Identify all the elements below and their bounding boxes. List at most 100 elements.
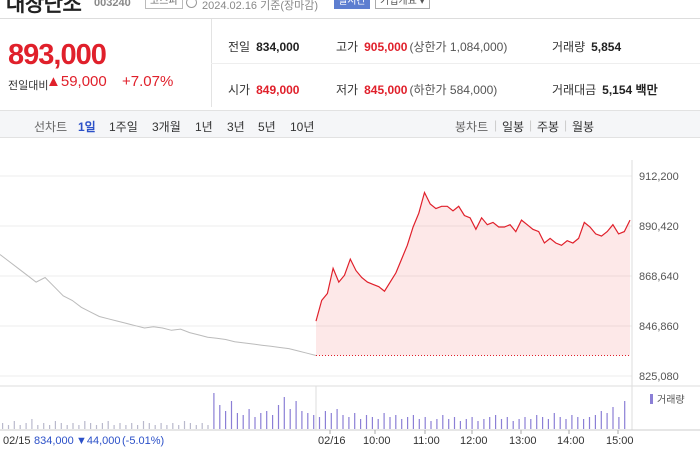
- stock-name: 대창단조: [6, 0, 82, 16]
- stat-label: 저가: [336, 83, 359, 97]
- volume-bar: [583, 419, 585, 429]
- volume-bar: [119, 423, 121, 429]
- x-tick-label: 12:00: [460, 435, 488, 447]
- volume-bar: [230, 401, 233, 429]
- volume-bar: [524, 417, 526, 429]
- x-tick-label: 13:00: [509, 435, 537, 447]
- period-5y[interactable]: 5년: [258, 120, 276, 134]
- volume-bar: [248, 409, 250, 429]
- y-tick-label: 868,640: [639, 271, 679, 283]
- volume-bar: [430, 421, 432, 429]
- volume-bar: [283, 397, 285, 429]
- quote-box: 893,000 전일대비 ▲59,000 +7.07% 전일 834,000 고가…: [0, 18, 700, 107]
- volume-bar: [365, 415, 368, 429]
- lower-limit: (하한가 584,000): [409, 83, 498, 97]
- stat-low: 저가 845,000 (하한가 584,000): [336, 81, 497, 98]
- volume-bar: [330, 413, 332, 429]
- stat-value: 849,000: [256, 83, 300, 97]
- volume-bar: [624, 401, 626, 429]
- period-1y[interactable]: 1년: [195, 120, 213, 134]
- volume-bar: [495, 415, 497, 429]
- volume-bar: [477, 421, 479, 429]
- volume-bar: [500, 419, 503, 429]
- volume-bar: [13, 421, 15, 429]
- volume-bar: [272, 415, 274, 429]
- y-tick-label: 890,420: [639, 221, 679, 233]
- volume-bar: [289, 409, 291, 429]
- period-10y[interactable]: 10년: [290, 120, 315, 134]
- volume-bar: [172, 423, 174, 429]
- volume-bar: [536, 415, 538, 429]
- period-3y[interactable]: 3년: [227, 120, 245, 134]
- x-tick-label: 15:00: [606, 435, 634, 447]
- x-tick-label: 10:00: [363, 435, 391, 447]
- stat-open: 시가 849,000: [228, 81, 299, 98]
- x-tick-label: 11:00: [413, 435, 440, 447]
- volume-bar: [189, 423, 191, 429]
- volume-bar: [43, 423, 45, 429]
- volume-bar: [219, 405, 221, 429]
- clock-icon: [186, 0, 197, 8]
- volume-bar: [166, 425, 168, 429]
- volume-bar: [84, 421, 86, 429]
- stat-label: 고가: [336, 40, 359, 54]
- volume-bar: [418, 419, 420, 429]
- volume-bar: [90, 423, 92, 429]
- volume-bar: [307, 413, 309, 429]
- volume-bar: [612, 407, 614, 429]
- volume-bar: [183, 421, 186, 429]
- candle-weekly[interactable]: 주봉: [537, 120, 560, 134]
- volume-bar: [442, 415, 444, 429]
- volume-bar: [318, 417, 321, 429]
- y-tick-label: 846,860: [639, 321, 679, 333]
- period-1w[interactable]: 1주일: [109, 120, 138, 134]
- volume-bar: [395, 415, 397, 429]
- volume-bar: [401, 419, 403, 429]
- volume-bar: [78, 425, 80, 429]
- volume-bar: [37, 425, 39, 429]
- period-3m[interactable]: 3개월: [152, 120, 181, 134]
- volume-bar: [553, 413, 555, 429]
- divider: |: [529, 118, 533, 132]
- volume-bar: [66, 425, 68, 429]
- realtime-button[interactable]: 실시간: [334, 0, 370, 9]
- divider: |: [564, 118, 568, 132]
- volume-bar: [600, 411, 602, 429]
- y-axis-labels: 912,200 890,420 868,640 846,860 825,080: [639, 171, 679, 383]
- volume-bar: [606, 413, 608, 429]
- divider: [211, 63, 700, 64]
- volume-bar: [113, 425, 115, 429]
- candle-chart-label: 봉차트: [455, 120, 489, 134]
- stat-amount: 거래대금 5,154 백만: [552, 81, 658, 98]
- volume-bar: [178, 425, 180, 429]
- volume-bar: [148, 423, 150, 429]
- volume-bar: [354, 413, 356, 429]
- volume-bar: [25, 423, 27, 429]
- stat-value: 834,000: [256, 40, 300, 54]
- volume-bar: [371, 417, 373, 429]
- y-tick-label: 825,080: [639, 371, 679, 383]
- stat-high: 고가 905,000 (상한가 1,084,000): [336, 38, 507, 55]
- volume-bar: [324, 411, 326, 429]
- volume-bar: [412, 415, 414, 429]
- volume-bar: [424, 417, 426, 429]
- upper-limit: (상한가 1,084,000): [409, 40, 508, 54]
- chart-grid: [0, 160, 700, 431]
- x-tick-label: 02/16: [318, 435, 346, 447]
- volume-bar: [2, 423, 4, 429]
- volume-bar: [506, 417, 508, 429]
- volume-bar: [54, 421, 56, 429]
- stat-value: 5,854: [591, 40, 622, 54]
- period-1d[interactable]: 1일: [78, 120, 96, 134]
- volume-bar: [154, 425, 156, 429]
- volume-bar: [313, 415, 315, 429]
- volume-bar: [453, 417, 456, 429]
- candle-daily[interactable]: 일봉: [502, 120, 525, 134]
- change-amount: ▲59,000: [46, 73, 107, 90]
- company-info-button[interactable]: 기업개요 ▾: [375, 0, 430, 9]
- volume-bar: [588, 417, 591, 429]
- candle-monthly[interactable]: 월봉: [572, 120, 595, 134]
- stat-volume: 거래량 5,854: [552, 38, 621, 55]
- volume-bar: [49, 425, 51, 429]
